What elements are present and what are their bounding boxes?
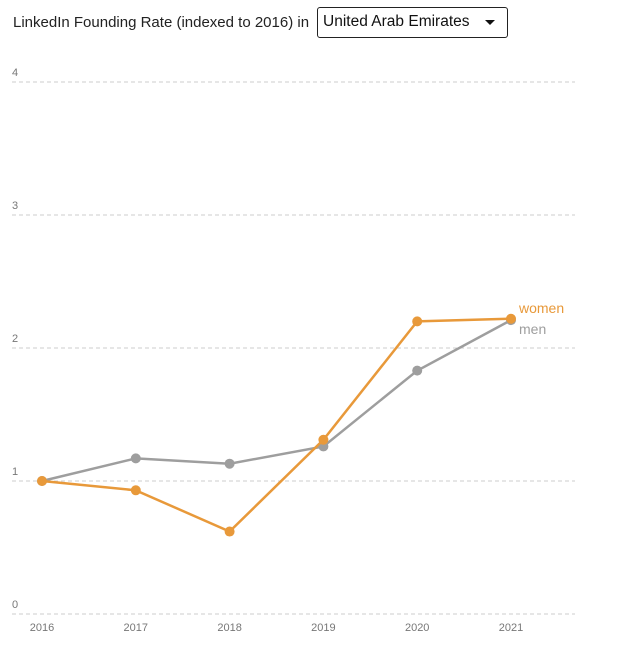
- x-tick-label: 2018: [217, 622, 241, 634]
- country-select[interactable]: United Arab Emirates: [317, 6, 509, 38]
- chart-title: LinkedIn Founding Rate (indexed to 2016)…: [13, 13, 310, 31]
- data-point-men: [224, 458, 235, 469]
- caret-down-icon: [485, 19, 496, 25]
- x-tick-label: 2021: [499, 622, 523, 634]
- y-tick-label: 1: [12, 466, 18, 478]
- data-point-men: [130, 453, 141, 464]
- data-point-women: [412, 316, 423, 327]
- y-tick-label: 0: [12, 599, 18, 611]
- x-tick-label: 2017: [124, 622, 148, 634]
- data-point-women: [224, 526, 235, 537]
- data-point-men: [412, 365, 423, 376]
- y-tick-label: 4: [12, 67, 18, 79]
- data-point-women: [130, 485, 141, 496]
- series-label-women: women: [518, 300, 564, 316]
- data-point-women: [37, 476, 47, 486]
- data-point-women: [318, 434, 329, 445]
- x-tick-label: 2016: [30, 622, 54, 634]
- chart-header: LinkedIn Founding Rate (indexed to 2016)…: [13, 6, 509, 38]
- series-line-women: [41, 317, 512, 534]
- country-select-value: United Arab Emirates: [323, 13, 470, 30]
- x-tick-label: 2019: [311, 622, 335, 634]
- series-label-men: men: [519, 321, 546, 337]
- series-line-men: [41, 318, 512, 483]
- data-point-women: [506, 313, 516, 324]
- x-tick-label: 2020: [405, 622, 429, 634]
- y-tick-label: 3: [12, 200, 18, 212]
- y-tick-label: 2: [12, 333, 18, 345]
